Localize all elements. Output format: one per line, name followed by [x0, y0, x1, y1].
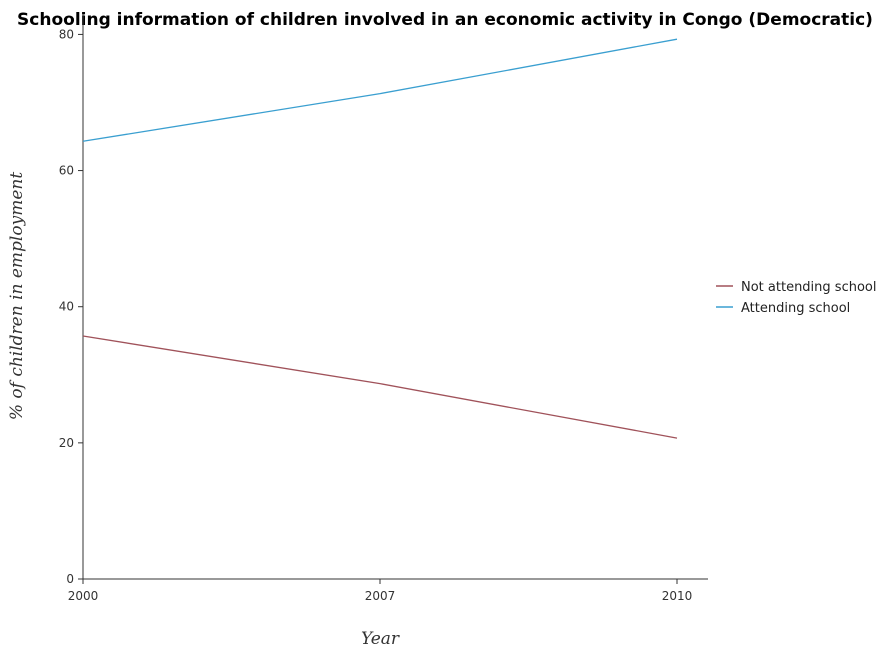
- plot-area: 0 20 40 60 80 2000 2007 2010: [59, 14, 708, 603]
- x-tick-label: 2007: [365, 589, 396, 603]
- series-line-1: [82, 335, 678, 439]
- legend-label: Not attending school: [741, 280, 876, 295]
- y-tick-label: 80: [59, 27, 74, 41]
- x-tick-label: 2000: [68, 589, 99, 603]
- x-axis-ticks: 2000 2007 2010: [68, 579, 693, 603]
- legend: Not attending school Attending school: [716, 280, 876, 316]
- chart-title: Schooling information of children involv…: [17, 10, 873, 30]
- y-tick-label: 20: [59, 436, 74, 450]
- y-tick-label: 60: [59, 164, 74, 178]
- x-axis-label: Year: [361, 629, 400, 649]
- y-axis-ticks: 0 20 40 60 80: [59, 27, 83, 586]
- legend-label: Attending school: [741, 301, 850, 316]
- y-tick-label: 40: [59, 300, 74, 314]
- y-tick-label: 0: [66, 572, 74, 586]
- x-tick-label: 2010: [662, 589, 693, 603]
- series-layer: [82, 38, 678, 439]
- y-axis-label: % of children in employment: [7, 172, 27, 421]
- series-line-2: [82, 38, 678, 142]
